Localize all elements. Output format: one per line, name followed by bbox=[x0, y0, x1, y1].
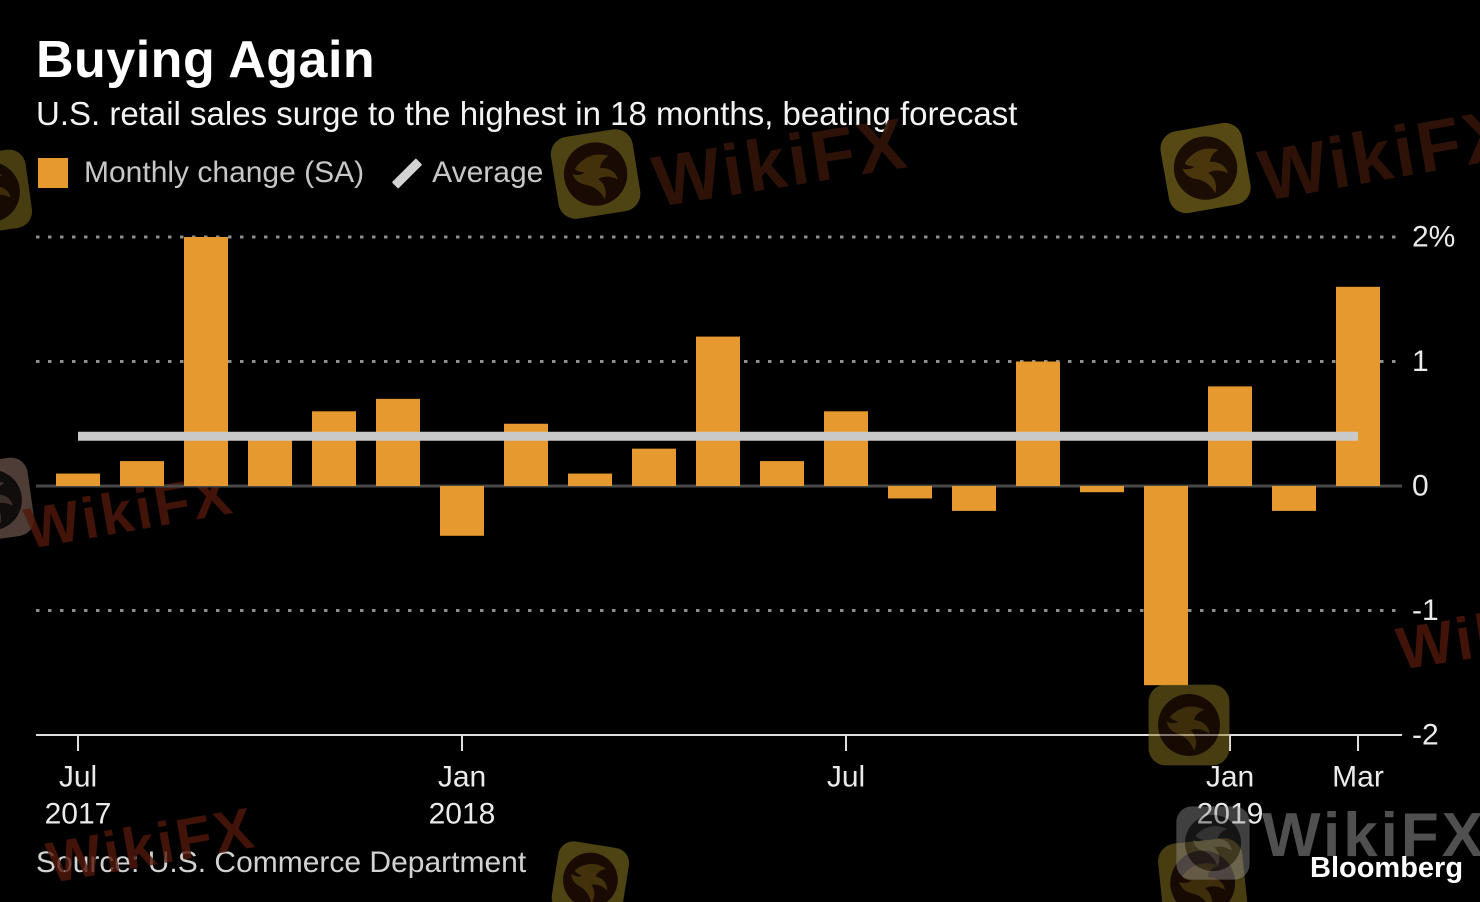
bar-mar-2018 bbox=[568, 473, 612, 486]
legend-bar-label: Monthly change (SA) bbox=[84, 156, 365, 189]
x-axis-year-2018: 2018 bbox=[429, 798, 496, 831]
bar-mar-2019 bbox=[1336, 286, 1380, 486]
bar-dec-2018 bbox=[1144, 486, 1188, 686]
bar-jul-2018 bbox=[824, 411, 868, 486]
y-axis-label-2-: 2% bbox=[1412, 221, 1455, 254]
x-axis-label-jan2019: Jan bbox=[1206, 761, 1254, 794]
bar-jul-2017 bbox=[56, 473, 100, 486]
legend-average-label: Average bbox=[432, 156, 544, 189]
y-axis-label--1: -1 bbox=[1412, 594, 1439, 627]
bar-dec-2017 bbox=[376, 398, 420, 486]
x-axis-label-jul: Jul bbox=[827, 761, 865, 794]
y-axis-label-1: 1 bbox=[1412, 345, 1429, 378]
chart-subtitle: U.S. retail sales surge to the highest i… bbox=[36, 95, 1018, 132]
bar-oct-2017 bbox=[248, 436, 292, 486]
bar-oct-2018 bbox=[1016, 361, 1060, 486]
bar-aug-2018 bbox=[888, 486, 932, 499]
bar-sep-2017 bbox=[184, 237, 228, 486]
bar-sep-2018 bbox=[952, 486, 996, 511]
legend-bar-swatch-icon bbox=[38, 158, 68, 188]
bar-feb-2019 bbox=[1272, 486, 1316, 511]
x-axis-year-2019: 2019 bbox=[1197, 798, 1264, 831]
chart-title: Buying Again bbox=[36, 31, 376, 89]
source-note: Source: U.S. Commerce Department bbox=[36, 846, 527, 879]
x-axis-label-jan2018: Jan bbox=[438, 761, 486, 794]
x-axis-label-mar: Mar bbox=[1332, 761, 1384, 794]
legend: Monthly change (SA) Average bbox=[38, 156, 543, 190]
x-axis-label-jul2017: Jul bbox=[59, 761, 97, 794]
bar-nov-2018 bbox=[1080, 486, 1124, 493]
bar-jun-2018 bbox=[760, 461, 804, 486]
y-axis-label-0: 0 bbox=[1412, 470, 1429, 503]
bar-nov-2017 bbox=[312, 411, 356, 486]
bloomberg-logo: Bloomberg bbox=[1310, 852, 1464, 884]
y-axis-label--2: -2 bbox=[1412, 719, 1439, 752]
bar-jan-2018 bbox=[440, 486, 484, 536]
bar-may-2018 bbox=[696, 336, 740, 486]
x-axis-year-2017: 2017 bbox=[45, 798, 112, 831]
bar-apr-2018 bbox=[632, 448, 676, 486]
bar-aug-2017 bbox=[120, 461, 164, 486]
